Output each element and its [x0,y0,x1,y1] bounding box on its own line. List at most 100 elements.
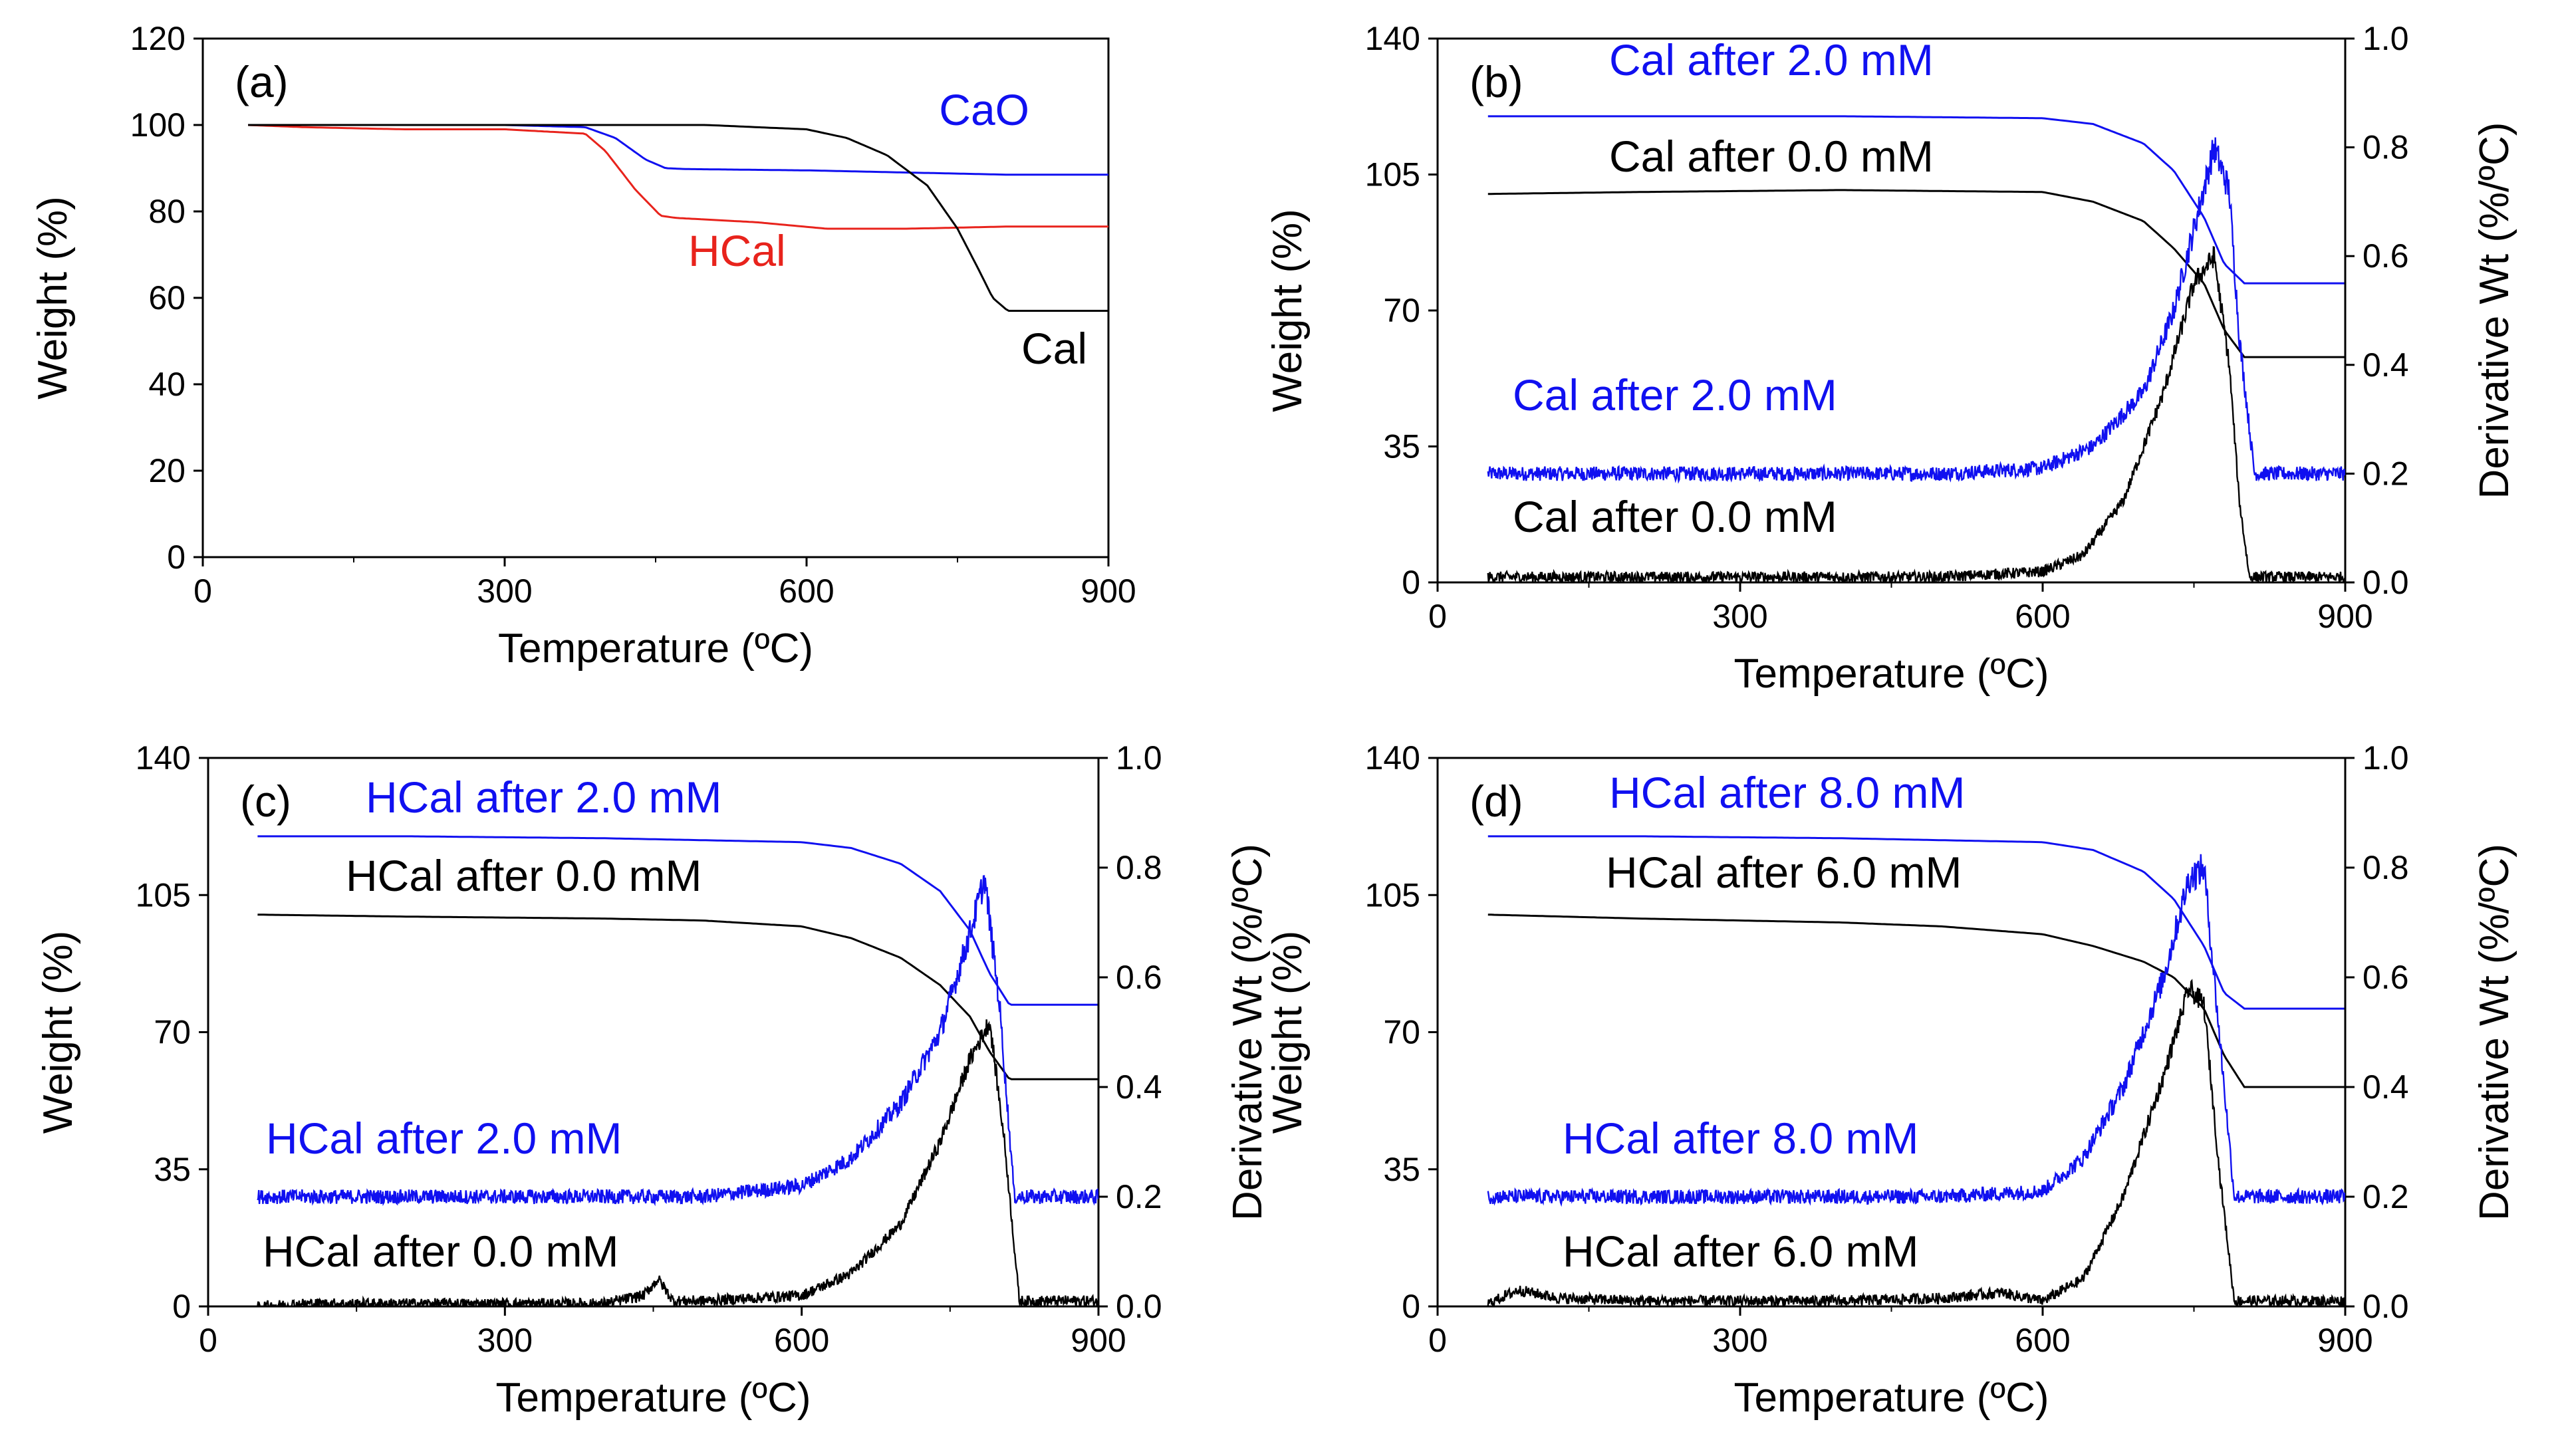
x-tick-label: 600 [779,572,834,610]
y2-tick-label: 0.2 [1116,1178,1162,1215]
x-tick-label: 300 [477,1322,533,1359]
y2-tick-label: 0.4 [2363,346,2409,384]
x-tick-label: 900 [1071,1322,1126,1359]
y2-axis-title: Derivative Wt (%/ºC) [2472,844,2517,1221]
series-cal-after-2-0-mm-derivative-line [1487,137,2345,484]
y-tick-label: 35 [154,1151,191,1188]
y-tick-label: 105 [1365,156,1420,193]
x-axis-title: Temperature (ºC) [498,626,813,671]
x-axis-title: Temperature (ºC) [1734,651,2049,697]
x-axis-title: Temperature (ºC) [496,1375,811,1421]
y-tick-label: 40 [148,366,186,403]
annotation-label: Cal after 0.0 mM [1513,492,1837,541]
series-cal-line [248,124,1108,312]
chart-panel-3: 0 300 600 900 0 35 70 105 140 0.0 0.2 0.4 0.6 0.8 1.0 T… [35,739,1271,1421]
series-hcal-after-8-0-mm-weight-line [1487,835,2345,1010]
annotation-label: CaO [939,85,1029,134]
y-tick-label: 35 [1383,1151,1420,1188]
series-hcal-after-0-0-mm-weight-line [257,913,1098,1080]
chart-panel-1: 0 300 600 900 0 20 40 60 80 100 120 Temperature (ºC… [30,20,1136,671]
x-tick-label: 900 [1081,572,1136,610]
x-tick-label: 0 [193,572,212,610]
y2-tick-label: 0.8 [2363,129,2409,166]
x-tick-label: 900 [2317,598,2372,635]
y-tick-label: 60 [148,279,186,316]
y-tick-label: 100 [130,106,186,144]
annotation-label: HCal [688,226,786,275]
x-tick-label: 0 [1428,1322,1447,1359]
y-tick-label: 105 [136,876,191,913]
y-tick-label: 0 [1402,564,1420,601]
annotation-label: HCal after 6.0 mM [1563,1227,1918,1276]
y2-tick-label: 0.2 [2363,1178,2409,1215]
y-tick-label: 0 [172,1288,191,1325]
y2-tick-label: 0.2 [2363,455,2409,492]
x-tick-label: 600 [2015,1322,2070,1359]
panel-letter: (c) [240,777,291,826]
y-tick-label: 80 [148,193,186,230]
x-tick-label: 900 [2317,1322,2372,1359]
y-axis-title: Weight (%) [1265,209,1311,412]
y-tick-label: 70 [1383,292,1420,329]
y-tick-label: 140 [136,739,191,777]
annotation-label: HCal after 8.0 mM [1563,1114,1918,1163]
y2-tick-label: 0.6 [2363,237,2409,275]
series-hcal-after-6-0-mm-derivative-line [1487,979,2345,1306]
y2-tick-label: 0.4 [2363,1068,2409,1106]
panel-letter: (d) [1470,777,1523,826]
y-tick-label: 20 [148,452,186,489]
y-tick-label: 0 [1402,1288,1420,1325]
y-tick-label: 140 [1365,739,1420,777]
series-hcal-line [248,124,1108,230]
annotation-label: Cal after 2.0 mM [1513,370,1837,420]
x-tick-label: 300 [477,572,532,610]
y-tick-label: 70 [1383,1014,1420,1051]
y2-tick-label: 0.0 [2363,1288,2409,1325]
y2-tick-label: 0.6 [2363,959,2409,996]
annotation-label: HCal after 0.0 mM [263,1227,618,1276]
x-tick-label: 0 [1428,598,1447,635]
y-tick-label: 0 [167,539,186,576]
plot-frame [1436,757,2347,1308]
x-tick-label: 0 [199,1322,217,1359]
y2-axis-title: Derivative Wt (%/ºC) [2472,122,2517,499]
y2-tick-label: 1.0 [2363,739,2409,777]
series-hcal-after-2-0-mm-derivative-line [257,875,1098,1207]
series-cal-after-0-0-mm-weight-line [1487,189,2345,358]
annotation-label: Cal after 2.0 mM [1609,35,1934,84]
y-tick-label: 140 [1365,20,1420,57]
annotation-label: HCal after 2.0 mM [266,1114,622,1163]
y2-tick-label: 0.6 [1116,959,1162,996]
series-hcal-after-8-0-mm-derivative-line [1487,854,2345,1207]
annotation-label: HCal after 0.0 mM [346,851,702,900]
plot-frame [207,757,1100,1308]
y-axis-title: Weight (%) [35,931,81,1134]
y-tick-label: 120 [130,20,186,57]
series-hcal-after-2-0-mm-weight-line [257,835,1098,1006]
y-axis-title: Weight (%) [30,196,76,400]
y-tick-label: 105 [1365,876,1420,913]
annotation-label: Cal after 0.0 mM [1609,132,1934,181]
x-tick-label: 600 [774,1322,829,1359]
y2-axis-title: Derivative Wt (%/ºC) [1225,844,1271,1221]
x-tick-label: 300 [1712,598,1767,635]
annotation-label: HCal after 6.0 mM [1606,848,1962,897]
y2-tick-label: 0.0 [1116,1288,1162,1325]
annotation-label: HCal after 8.0 mM [1609,768,1965,817]
series-cal-after-2-0-mm-weight-line [1487,115,2345,285]
y2-tick-label: 0.8 [2363,849,2409,886]
chart-panel-4: 0 300 600 900 0 35 70 105 140 0.0 0.2 0.4 0.6 0.8 1.0 T… [1265,739,2517,1421]
x-tick-label: 600 [2015,598,2070,635]
y2-tick-label: 0.0 [2363,564,2409,601]
x-tick-label: 300 [1712,1322,1767,1359]
y2-tick-label: 1.0 [2363,20,2409,57]
series-hcal-after-0-0-mm-derivative-line [257,1019,1098,1306]
annotation-label: Cal [1021,324,1087,373]
y2-tick-label: 0.4 [1116,1068,1162,1106]
series-cal-after-0-0-mm-derivative-line [1487,245,2345,582]
panel-letter: (b) [1470,57,1523,106]
y-tick-label: 70 [154,1014,191,1051]
y-axis-title: Weight (%) [1265,931,1311,1134]
panel-letter: (a) [235,57,289,106]
